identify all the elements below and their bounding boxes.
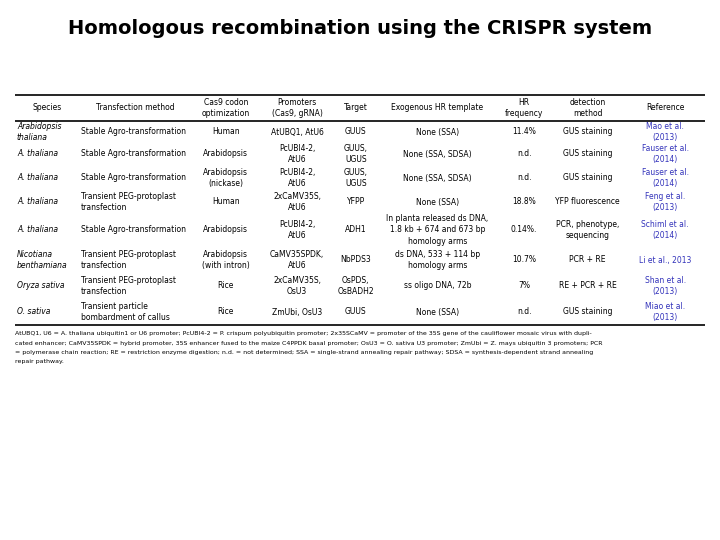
- Text: Rice: Rice: [217, 281, 234, 291]
- Text: GUUS: GUUS: [345, 127, 366, 137]
- Text: None (SSA, SDSA): None (SSA, SDSA): [403, 173, 472, 183]
- Text: Nicotiana
benthamiana: Nicotiana benthamiana: [17, 250, 68, 270]
- Text: GUS staining: GUS staining: [563, 150, 613, 159]
- Text: Transfection method: Transfection method: [96, 104, 175, 112]
- Text: Arabidopsis: Arabidopsis: [203, 150, 248, 159]
- Text: None (SSA): None (SSA): [416, 127, 459, 137]
- Text: NbPDS3: NbPDS3: [341, 255, 371, 265]
- Text: OsPDS,
OsBADH2: OsPDS, OsBADH2: [338, 276, 374, 296]
- Text: n.d.: n.d.: [517, 173, 531, 183]
- Text: ds DNA, 533 + 114 bp
homology arms: ds DNA, 533 + 114 bp homology arms: [395, 250, 480, 270]
- Text: Mao et al.
(2013): Mao et al. (2013): [646, 122, 684, 142]
- Text: Arabidopsis
(nickase): Arabidopsis (nickase): [203, 168, 248, 188]
- Text: ZmUbi, OsU3: ZmUbi, OsU3: [272, 307, 323, 316]
- Text: PcUBI4-2,
AtU6: PcUBI4-2, AtU6: [279, 220, 315, 240]
- Text: PCR, phenotype,
sequencing: PCR, phenotype, sequencing: [556, 220, 619, 240]
- Text: None (SSA): None (SSA): [416, 307, 459, 316]
- Text: repair pathway.: repair pathway.: [15, 360, 64, 365]
- Text: O. sativa: O. sativa: [17, 307, 50, 316]
- Text: Promoters
(Cas9, gRNA): Promoters (Cas9, gRNA): [271, 98, 323, 118]
- Text: Transient PEG-protoplast
transfection: Transient PEG-protoplast transfection: [81, 250, 176, 270]
- Text: Homologous recombination using the CRISPR system: Homologous recombination using the CRISP…: [68, 18, 652, 37]
- Text: cated enhancer; CaMV35SPDK = hybrid promoter, 35S enhancer fused to the maize C4: cated enhancer; CaMV35SPDK = hybrid prom…: [15, 341, 603, 346]
- Text: YFPP: YFPP: [346, 198, 365, 206]
- Text: A. thaliana: A. thaliana: [17, 173, 58, 183]
- Text: 2xCaMV35S,
AtU6: 2xCaMV35S, AtU6: [273, 192, 321, 212]
- Text: 18.8%: 18.8%: [512, 198, 536, 206]
- Text: GUUS,
UGUS: GUUS, UGUS: [343, 144, 368, 164]
- Text: CaMV35SPDK,
AtU6: CaMV35SPDK, AtU6: [270, 250, 324, 270]
- Text: Stable Agro-transformation: Stable Agro-transformation: [81, 226, 186, 234]
- Text: A. thaliana: A. thaliana: [17, 198, 58, 206]
- Text: n.d.: n.d.: [517, 307, 531, 316]
- Text: Arabidopsis
thaliana: Arabidopsis thaliana: [17, 122, 61, 142]
- Text: Transient PEG-protoplast
transfection: Transient PEG-protoplast transfection: [81, 192, 176, 212]
- Text: = polymerase chain reaction; RE = restriction enzyme digestion; n.d. = not deter: = polymerase chain reaction; RE = restri…: [15, 350, 593, 355]
- Text: Arabidopsis
(with intron): Arabidopsis (with intron): [202, 250, 250, 270]
- Text: GUUS,
UGUS: GUUS, UGUS: [343, 168, 368, 188]
- Text: detection
method: detection method: [570, 98, 606, 118]
- Text: ADH1: ADH1: [345, 226, 366, 234]
- Text: Target: Target: [344, 104, 368, 112]
- Text: Miao et al.
(2013): Miao et al. (2013): [645, 302, 685, 322]
- Text: A. thaliana: A. thaliana: [17, 226, 58, 234]
- Text: Stable Agro-transformation: Stable Agro-transformation: [81, 150, 186, 159]
- Text: Transient particle
bombardment of callus: Transient particle bombardment of callus: [81, 302, 169, 322]
- Text: PCR + RE: PCR + RE: [570, 255, 606, 265]
- Text: Human: Human: [212, 127, 240, 137]
- Text: 7%: 7%: [518, 281, 530, 291]
- Text: Arabidopsis: Arabidopsis: [203, 226, 248, 234]
- Text: AtUBQ1, AtU6: AtUBQ1, AtU6: [271, 127, 323, 137]
- Text: GUS staining: GUS staining: [563, 173, 613, 183]
- Text: HR
frequency: HR frequency: [505, 98, 544, 118]
- Text: AtUBQ1, U6 = A. thaliana ubiquitin1 or U6 promoter; PcUBI4-2 = P. crispum polyub: AtUBQ1, U6 = A. thaliana ubiquitin1 or U…: [15, 331, 592, 336]
- Text: Stable Agro-transformation: Stable Agro-transformation: [81, 173, 186, 183]
- Text: GUS staining: GUS staining: [563, 127, 613, 137]
- Text: Cas9 codon
optimization: Cas9 codon optimization: [202, 98, 250, 118]
- Text: RE + PCR + RE: RE + PCR + RE: [559, 281, 616, 291]
- Text: 2xCaMV35S,
OsU3: 2xCaMV35S, OsU3: [273, 276, 321, 296]
- Text: None (SSA): None (SSA): [416, 198, 459, 206]
- Text: n.d.: n.d.: [517, 150, 531, 159]
- Text: Feng et al.
(2013): Feng et al. (2013): [645, 192, 685, 212]
- Text: 11.4%: 11.4%: [512, 127, 536, 137]
- Text: Human: Human: [212, 198, 240, 206]
- Text: GUS staining: GUS staining: [563, 307, 613, 316]
- Text: Fauser et al.
(2014): Fauser et al. (2014): [642, 144, 688, 164]
- Text: Rice: Rice: [217, 307, 234, 316]
- Text: ss oligo DNA, 72b: ss oligo DNA, 72b: [404, 281, 471, 291]
- Text: Li et al., 2013: Li et al., 2013: [639, 255, 691, 265]
- Text: 0.14%.: 0.14%.: [511, 226, 537, 234]
- Text: A. thaliana: A. thaliana: [17, 150, 58, 159]
- Text: PcUBI4-2,
AtU6: PcUBI4-2, AtU6: [279, 144, 315, 164]
- Text: Oryza sativa: Oryza sativa: [17, 281, 65, 291]
- Text: In planta released ds DNA,
1.8 kb + 674 and 673 bp
homology arms: In planta released ds DNA, 1.8 kb + 674 …: [387, 214, 489, 246]
- Text: GUUS: GUUS: [345, 307, 366, 316]
- Text: Fauser et al.
(2014): Fauser et al. (2014): [642, 168, 688, 188]
- Text: Exogenous HR template: Exogenous HR template: [392, 104, 484, 112]
- Text: YFP fluorescence: YFP fluorescence: [555, 198, 620, 206]
- Text: Reference: Reference: [646, 104, 684, 112]
- Text: Shan et al.
(2013): Shan et al. (2013): [644, 276, 685, 296]
- Text: Schiml et al.
(2014): Schiml et al. (2014): [642, 220, 689, 240]
- Text: PcUBI4-2,
AtU6: PcUBI4-2, AtU6: [279, 168, 315, 188]
- Text: 10.7%: 10.7%: [512, 255, 536, 265]
- Text: None (SSA, SDSA): None (SSA, SDSA): [403, 150, 472, 159]
- Text: Species: Species: [32, 104, 61, 112]
- Text: Stable Agro-transformation: Stable Agro-transformation: [81, 127, 186, 137]
- Text: Transient PEG-protoplast
transfection: Transient PEG-protoplast transfection: [81, 276, 176, 296]
